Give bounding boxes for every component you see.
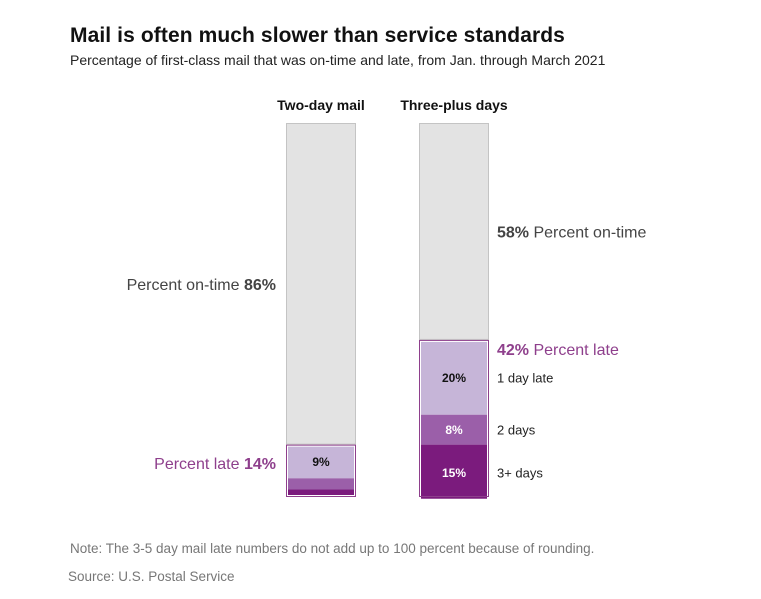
- bar-outline-late-0: [286, 444, 356, 498]
- bar-outline-on-time-0: [286, 123, 356, 445]
- bar-outline-on-time-1: [419, 123, 489, 340]
- late-breakdown-label-2: 3+ days: [497, 466, 543, 481]
- bar-segment-three-plus-days-late-1: [421, 444, 487, 499]
- stacked-bar-chart: Two-day mail Three-plus days 9% 20% 8% 15% Per…: [127, 97, 647, 499]
- bar-segment-one-day-late-1: [421, 341, 487, 415]
- segment-value-label-1-2: 15%: [442, 466, 466, 480]
- segment-value-label-1-1: 8%: [445, 423, 463, 437]
- on-time-total-label-1: 58% Percent on-time: [497, 224, 647, 241]
- bar-segment-three-plus-days-late-0: [288, 489, 354, 495]
- bar-segment-one-day-late-0: [288, 446, 354, 479]
- bar-segment-on-time-1: [419, 123, 489, 340]
- chart-source: Source: U.S. Postal Service: [68, 569, 235, 584]
- bar-outline-late-1: [419, 339, 489, 498]
- bar-segment-two-days-late-1: [421, 414, 487, 445]
- chart-note: Note: The 3-5 day mail late numbers do n…: [70, 541, 595, 556]
- late-total-label-0: Percent late 14%: [154, 456, 276, 473]
- late-breakdown-label-0: 1 day late: [497, 370, 553, 385]
- segment-value-label-0-0: 9%: [312, 455, 330, 469]
- late-breakdown-label-1: 2 days: [497, 423, 536, 438]
- segment-value-label-1-0: 20%: [442, 371, 466, 385]
- chart-subtitle: Percentage of first-class mail that was …: [70, 52, 606, 68]
- category-label-0: Two-day mail: [277, 97, 365, 113]
- late-total-label-1: 42% Percent late: [497, 342, 619, 359]
- bar-segment-on-time-0: [286, 123, 356, 445]
- chart-title: Mail is often much slower than service s…: [70, 24, 565, 47]
- bar-segment-two-days-late-0: [288, 478, 354, 490]
- category-label-1: Three-plus days: [400, 97, 508, 113]
- on-time-total-label-0: Percent on-time 86%: [127, 277, 276, 294]
